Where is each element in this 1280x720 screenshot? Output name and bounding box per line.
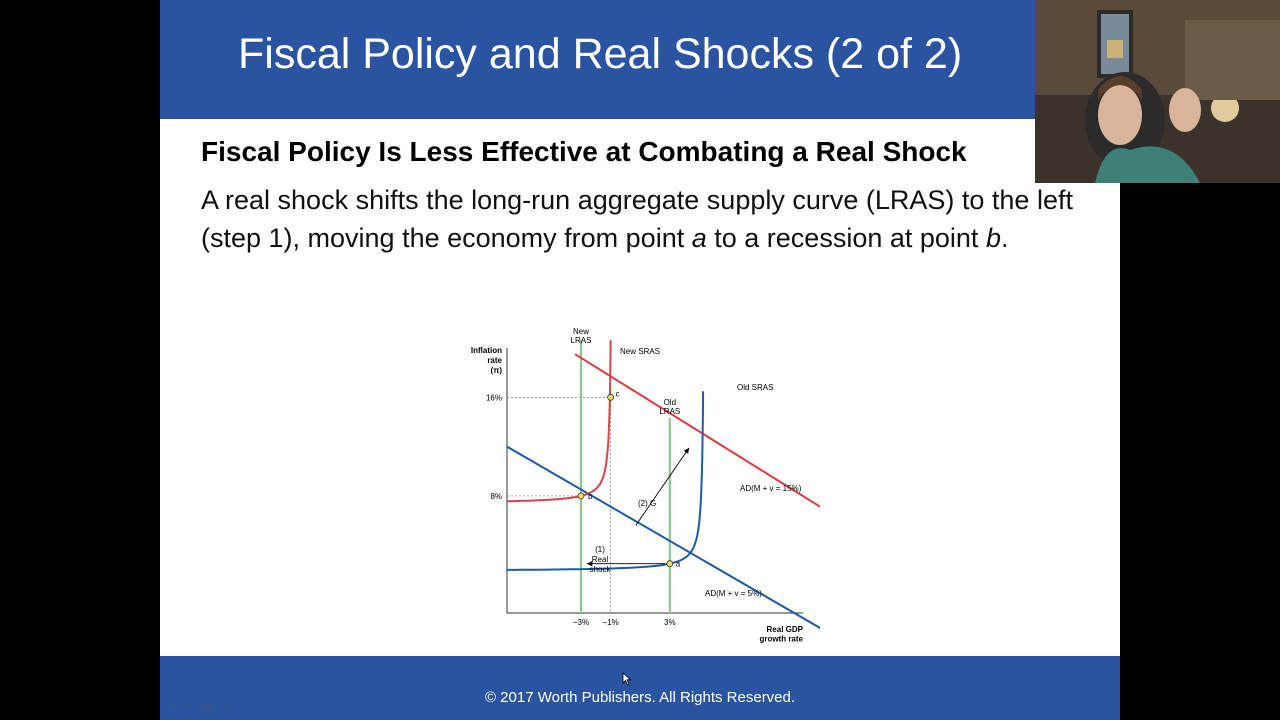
webcam-overlay	[1035, 0, 1280, 183]
old-lras-label: LRAS	[659, 407, 680, 416]
ad-15-line	[574, 353, 820, 508]
forward-arrow-icon[interactable]: ⇨	[221, 699, 232, 713]
body-part-3: .	[1000, 223, 1009, 253]
x-tick-minus3: −3%	[573, 618, 589, 627]
y-tick-16: 16%	[486, 393, 502, 402]
real-shock-annotation: (1)	[595, 545, 605, 554]
real-shock-annotation: shock	[590, 565, 612, 574]
body-part-2: to a recession at point	[706, 223, 986, 253]
chart-curves	[506, 340, 820, 630]
slide-header	[160, 0, 1120, 119]
fiscal-annotation: (2) G	[638, 499, 656, 508]
y-tick-8: 8%	[490, 492, 502, 501]
body-point-b: b	[985, 223, 1001, 253]
x-axis-label: Real GDP	[767, 625, 804, 634]
ad-5-label: AD(M + v = 5%)	[705, 589, 762, 598]
real-shock-annotation: Real	[592, 555, 609, 564]
y-axis-label: (π)	[491, 366, 503, 375]
fiscal-arrow	[635, 447, 690, 526]
slide-footer	[160, 656, 1120, 720]
slide: Fiscal Policy and Real Shocks (2 of 2) F…	[160, 0, 1120, 720]
point-c	[607, 393, 615, 401]
old-sras-curve	[507, 391, 705, 571]
x-tick-minus1: −1%	[602, 618, 618, 627]
point-a-label: a	[676, 560, 681, 569]
slide-body-text: A real shock shifts the long-run aggrega…	[201, 181, 1081, 257]
footer-copyright: © 2017 Worth Publishers. All Rights Rese…	[484, 689, 796, 706]
point-b	[577, 492, 585, 500]
point-b-label: b	[588, 492, 593, 501]
y-axis-label: Inflation	[471, 346, 502, 355]
slide-menu-icon[interactable]: ▤	[202, 699, 214, 713]
new-sras-label: New SRAS	[620, 347, 660, 356]
pen-icon[interactable]: ✎	[184, 699, 195, 713]
presenter-video	[1035, 0, 1280, 183]
old-lras-label: Old	[664, 398, 676, 407]
slide-subtitle: Fiscal Policy Is Less Effective at Comba…	[201, 136, 967, 167]
old-sras-label: Old SRAS	[737, 383, 773, 392]
slide-nav-controls: ⇦ ✎ ▤ ⇨	[166, 699, 232, 713]
slide-title: Fiscal Policy and Real Shocks (2 of 2)	[238, 30, 963, 78]
point-c-label: c	[616, 389, 620, 398]
body-point-a: a	[691, 223, 707, 253]
new-lras-label: New	[573, 327, 589, 336]
x-axis-label: growth rate	[759, 635, 803, 644]
ad-15-label: AD(M + v = 15%)	[740, 484, 802, 493]
x-tick-3: 3%	[664, 618, 676, 627]
back-arrow-icon[interactable]: ⇦	[166, 699, 177, 713]
y-axis-label: rate	[487, 356, 502, 365]
new-lras-label: LRAS	[571, 336, 592, 345]
point-a	[666, 560, 674, 568]
body-part-1: A real shock shifts the long-run aggrega…	[201, 185, 1073, 253]
ad-5-line	[506, 445, 820, 630]
mouse-cursor-icon	[622, 672, 632, 686]
